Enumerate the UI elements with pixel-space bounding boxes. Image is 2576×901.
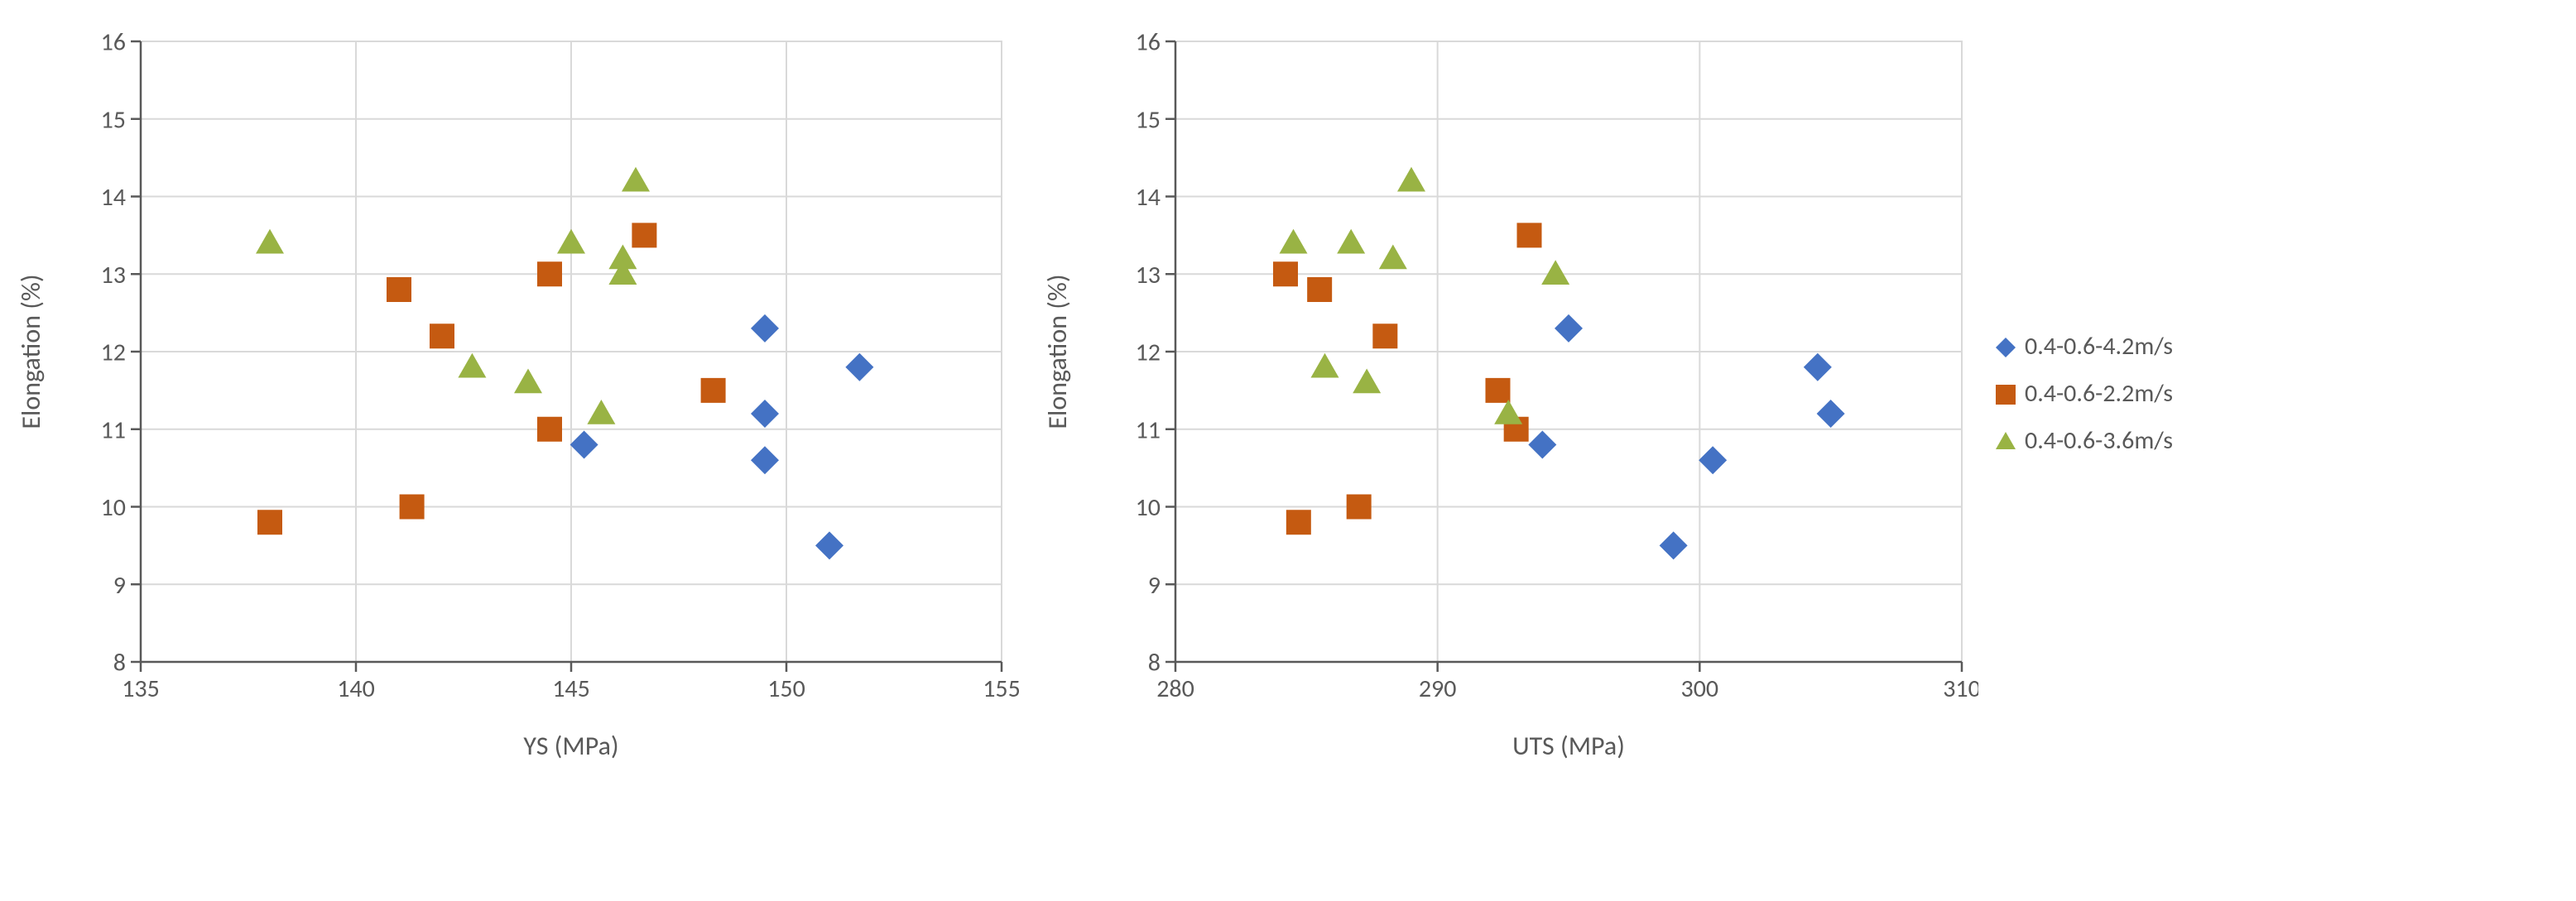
legend-label: 0.4-0.6-2.2m/s <box>2025 378 2173 409</box>
data-point <box>400 495 425 520</box>
x-tick-label: 280 <box>1156 673 1194 704</box>
y-tick-label: 8 <box>113 648 126 678</box>
legend: 0.4-0.6-4.2m/s 0.4-0.6-2.2m/s 0.4-0.6-3.6m… <box>1995 331 2173 456</box>
y-tick-label: 15 <box>101 104 126 135</box>
y-tick-label: 12 <box>101 338 126 368</box>
x-tick-label: 290 <box>1419 673 1457 704</box>
y-tick-label: 12 <box>1136 338 1161 368</box>
x-axis-label: UTS (MPa) <box>1512 730 1625 762</box>
x-tick-label: 140 <box>337 673 375 704</box>
legend-label: 0.4-0.6-3.6m/s <box>2025 425 2173 456</box>
data-point <box>1307 277 1332 302</box>
x-tick-label: 155 <box>983 673 1021 704</box>
y-tick-label: 10 <box>1136 492 1161 523</box>
triangle-icon <box>1995 429 2016 451</box>
y-tick-label: 16 <box>1136 27 1161 58</box>
x-tick-label: 310 <box>1943 673 1978 704</box>
square-icon <box>1995 382 2016 404</box>
y-tick-label: 15 <box>1136 104 1161 135</box>
y-tick-label: 14 <box>1136 182 1161 213</box>
data-point <box>257 510 282 534</box>
legend-label: 0.4-0.6-4.2m/s <box>2025 331 2173 362</box>
data-point <box>1486 378 1511 403</box>
y-tick-label: 14 <box>101 182 126 213</box>
x-tick-label: 150 <box>767 673 805 704</box>
x-tick-label: 135 <box>122 673 160 704</box>
chart-container: 135 140 145 150 155 8 9 10 11 12 13 14 15 16 YS (MPa) E… <box>17 17 2559 769</box>
y-axis-label: Elongation (%) <box>17 274 47 429</box>
data-point <box>632 223 656 247</box>
data-point <box>1286 510 1311 534</box>
data-point <box>537 261 562 286</box>
legend-item: 0.4-0.6-2.2m/s <box>1995 378 2173 409</box>
data-point <box>1517 223 1542 247</box>
y-axis-label: Elongation (%) <box>1043 274 1074 429</box>
y-tick-label: 11 <box>101 415 126 445</box>
legend-item: 0.4-0.6-3.6m/s <box>1995 425 2173 456</box>
data-point <box>701 378 726 403</box>
y-tick-label: 16 <box>101 27 126 58</box>
y-tick-label: 9 <box>113 570 126 601</box>
x-tick-label: 300 <box>1681 673 1719 704</box>
x-axis-label: YS (MPa) <box>523 730 618 762</box>
x-tick-label: 145 <box>552 673 590 704</box>
data-point <box>387 277 411 302</box>
y-tick-label: 10 <box>101 492 126 523</box>
data-point <box>1273 261 1298 286</box>
y-tick-label: 8 <box>1148 648 1161 678</box>
data-point <box>1347 495 1372 520</box>
chart-uts-elongation: 280 290 300 310 8 9 10 11 12 13 14 15 16 UTS (MPa) Elo… <box>1043 17 1978 769</box>
legend-item: 0.4-0.6-4.2m/s <box>1995 331 2173 362</box>
y-tick-label: 13 <box>1136 260 1161 290</box>
y-tick-label: 13 <box>101 260 126 290</box>
chart-ys-elongation: 135 140 145 150 155 8 9 10 11 12 13 14 15 16 YS (MPa) E… <box>17 17 1026 769</box>
y-tick-label: 11 <box>1136 415 1161 445</box>
data-point <box>537 417 562 442</box>
data-point <box>1372 323 1397 348</box>
y-tick-label: 9 <box>1148 570 1161 601</box>
data-point <box>430 323 454 348</box>
diamond-icon <box>1995 335 2016 357</box>
